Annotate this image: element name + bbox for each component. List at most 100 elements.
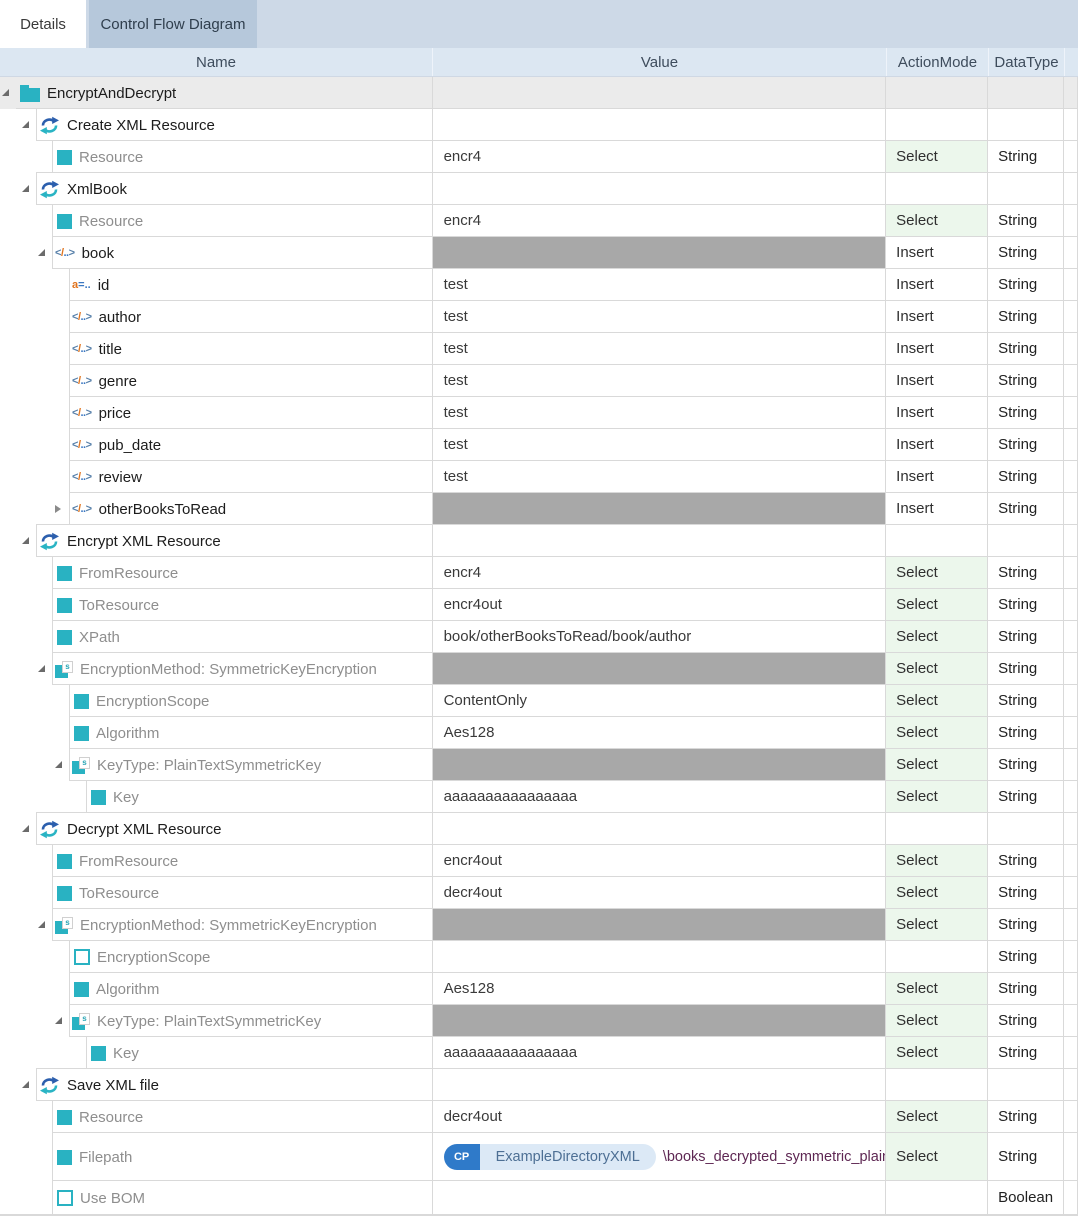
table-row[interactable]: Resource encr4 Select String [0,141,1077,173]
value-cell[interactable]: encr4out [431,589,886,621]
expander-expanded-icon[interactable] [22,1081,29,1088]
actionmode-cell[interactable]: Select [885,1037,988,1069]
parameter-checkbox-icon[interactable] [55,1149,72,1165]
actionmode-cell[interactable]: Select [885,973,988,1005]
value-cell[interactable]: encr4 [431,557,886,589]
actionmode-cell[interactable]: Select [885,877,988,909]
actionmode-cell[interactable]: Select [885,653,988,685]
column-header-name[interactable]: Name [195,53,236,71]
value-cell[interactable]: decr4out [431,1101,886,1133]
expander-expanded-icon[interactable] [38,665,45,672]
column-header-datatype[interactable]: DataType [988,48,1064,76]
value-cell[interactable]: aaaaaaaaaaaaaaaa [431,1037,886,1069]
table-row[interactable]: Save XML file [0,1069,1077,1101]
value-cell[interactable]: test [431,301,886,333]
value-cell[interactable]: test [431,397,886,429]
actionmode-cell[interactable]: Insert [885,493,988,525]
value-cell[interactable] [431,1069,886,1101]
table-row[interactable]: EncryptionScope ContentOnly Select String [0,685,1077,717]
parameter-checkbox-icon[interactable] [55,629,72,645]
parameter-checkbox-icon[interactable] [55,597,72,613]
directory-token-chip[interactable]: ExampleDirectoryXML [479,1143,656,1170]
value-cell[interactable]: test [431,269,886,301]
expander-expanded-icon[interactable] [55,1017,62,1024]
table-row[interactable]: < /.. > pub_date test Insert String [0,429,1077,461]
actionmode-cell[interactable]: Select [885,621,988,653]
value-cell[interactable]: test [431,365,886,397]
table-row[interactable]: XmlBook [0,173,1077,205]
value-cell[interactable]: test [431,333,886,365]
expander-expanded-icon[interactable] [55,761,62,768]
parameter-checkbox-unchecked-icon[interactable] [55,1190,73,1206]
parameter-checkbox-icon[interactable] [55,213,72,229]
table-row[interactable]: EncryptionScope String [0,941,1077,973]
table-row[interactable]: Algorithm Aes128 Select String [0,717,1077,749]
table-row[interactable]: s KeyType: PlainTextSymmetricKey Select Str… [0,749,1077,781]
value-cell[interactable]: Aes128 [431,717,886,749]
expander-expanded-icon[interactable] [22,185,29,192]
value-cell[interactable]: CP ExampleDirectoryXML \books_decrypted_sy… [431,1133,886,1181]
table-row[interactable]: Resource encr4 Select String [0,205,1077,237]
parameter-checkbox-icon[interactable] [55,853,72,869]
parameter-checkbox-icon[interactable] [72,725,89,741]
table-row[interactable]: < /.. > title test Insert String [0,333,1077,365]
table-row[interactable]: Filepath CP ExampleDirectoryXML \books_decr… [0,1133,1077,1181]
column-header-actionmode[interactable]: ActionMode [886,48,988,76]
expander-expanded-icon[interactable] [38,249,45,256]
parameter-checkbox-icon[interactable] [72,981,89,997]
table-row[interactable]: FromResource encr4 Select String [0,557,1077,589]
parameter-checkbox-icon[interactable] [89,789,106,805]
value-cell[interactable]: test [431,461,886,493]
actionmode-cell[interactable]: Select [885,1101,988,1133]
value-cell[interactable] [431,941,886,973]
value-cell[interactable] [431,77,886,109]
column-header-value[interactable]: Value [432,48,886,76]
table-row[interactable]: Algorithm Aes128 Select String [0,973,1077,1005]
value-cell[interactable]: ContentOnly [431,685,886,717]
actionmode-cell[interactable]: Select [885,557,988,589]
actionmode-cell[interactable]: Select [885,781,988,813]
table-row[interactable]: EncryptAndDecrypt [0,77,1077,109]
value-cell[interactable]: test [431,429,886,461]
parameter-checkbox-icon[interactable] [55,1109,72,1125]
actionmode-cell[interactable]: Insert [885,397,988,429]
table-row[interactable]: Resource decr4out Select String [0,1101,1077,1133]
tab-control-flow-diagram[interactable]: Control Flow Diagram [89,0,257,48]
table-row[interactable]: a =.. id test Insert String [0,269,1077,301]
table-row[interactable]: < /.. > book Insert String [0,237,1077,269]
table-row[interactable]: Encrypt XML Resource [0,525,1077,557]
expander-collapsed-icon[interactable] [55,505,61,513]
actionmode-cell[interactable]: Insert [885,365,988,397]
table-row[interactable]: s EncryptionMethod: SymmetricKeyEncryptio… [0,909,1077,941]
value-cell[interactable]: encr4 [431,205,886,237]
table-row[interactable]: s KeyType: PlainTextSymmetricKey Select Str… [0,1005,1077,1037]
table-row[interactable]: < /.. > genre test Insert String [0,365,1077,397]
table-row[interactable]: < /.. > price test Insert String [0,397,1077,429]
parameter-checkbox-icon[interactable] [55,885,72,901]
value-cell[interactable] [431,525,886,557]
expander-expanded-icon[interactable] [22,121,29,128]
expander-expanded-icon[interactable] [22,825,29,832]
table-row[interactable]: Create XML Resource [0,109,1077,141]
value-cell[interactable]: encr4out [431,845,886,877]
actionmode-cell[interactable]: Insert [885,237,988,269]
parameter-checkbox-icon[interactable] [72,693,89,709]
table-row[interactable]: Key aaaaaaaaaaaaaaaa Select String [0,1037,1077,1069]
value-cell[interactable]: encr4 [431,141,886,173]
table-row[interactable]: XPath book/otherBooksToRead/book/author Se… [0,621,1077,653]
table-row[interactable]: ToResource decr4out Select String [0,877,1077,909]
value-cell[interactable]: decr4out [431,877,886,909]
actionmode-cell[interactable]: Insert [885,269,988,301]
value-cell[interactable] [431,173,886,205]
actionmode-cell[interactable]: Insert [885,301,988,333]
actionmode-cell[interactable]: Select [885,717,988,749]
table-row[interactable]: FromResource encr4out Select String [0,845,1077,877]
parameter-checkbox-icon[interactable] [55,565,72,581]
table-row[interactable]: < /.. > otherBooksToRead Insert String [0,493,1077,525]
actionmode-cell[interactable]: Select [885,1005,988,1037]
value-cell[interactable] [431,1181,886,1215]
expander-expanded-icon[interactable] [22,537,29,544]
actionmode-cell[interactable]: Select [885,909,988,941]
value-cell[interactable]: book/otherBooksToRead/book/author [431,621,886,653]
actionmode-cell[interactable]: Select [885,141,988,173]
